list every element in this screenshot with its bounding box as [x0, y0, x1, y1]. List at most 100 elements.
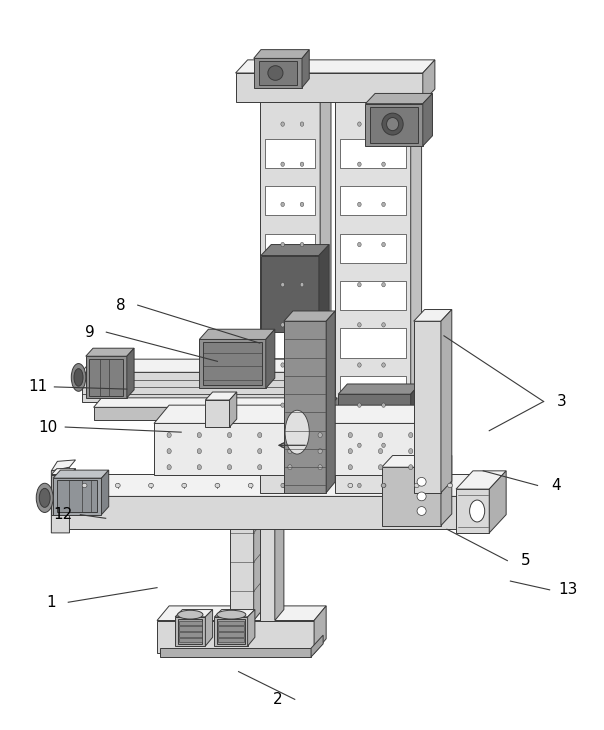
Polygon shape	[423, 60, 435, 102]
Text: 5: 5	[521, 553, 530, 568]
Polygon shape	[51, 469, 76, 475]
Polygon shape	[214, 617, 248, 646]
Polygon shape	[302, 50, 309, 88]
Text: 13: 13	[558, 583, 577, 597]
Ellipse shape	[382, 113, 403, 135]
Polygon shape	[441, 456, 452, 526]
Ellipse shape	[382, 363, 385, 367]
Polygon shape	[414, 310, 452, 321]
Ellipse shape	[182, 483, 187, 488]
Ellipse shape	[281, 202, 284, 207]
Polygon shape	[260, 493, 284, 504]
Ellipse shape	[358, 122, 361, 126]
Ellipse shape	[382, 162, 385, 166]
Ellipse shape	[227, 448, 232, 453]
Polygon shape	[335, 82, 422, 95]
Polygon shape	[320, 82, 331, 493]
Ellipse shape	[74, 369, 83, 386]
Ellipse shape	[281, 242, 284, 247]
Ellipse shape	[227, 432, 232, 437]
Polygon shape	[340, 139, 406, 168]
Ellipse shape	[281, 283, 284, 287]
Polygon shape	[86, 348, 134, 356]
Polygon shape	[275, 493, 284, 620]
Ellipse shape	[288, 464, 292, 470]
Ellipse shape	[115, 483, 120, 488]
Polygon shape	[284, 321, 326, 493]
Ellipse shape	[318, 464, 323, 470]
Polygon shape	[370, 107, 418, 143]
Ellipse shape	[358, 242, 361, 247]
Polygon shape	[214, 610, 255, 617]
Ellipse shape	[417, 492, 426, 501]
Ellipse shape	[470, 500, 485, 522]
Polygon shape	[340, 234, 406, 263]
Ellipse shape	[281, 483, 286, 488]
Ellipse shape	[268, 66, 283, 80]
Ellipse shape	[358, 283, 361, 287]
Polygon shape	[51, 496, 471, 529]
Ellipse shape	[378, 448, 383, 453]
Polygon shape	[217, 619, 245, 644]
Polygon shape	[157, 606, 326, 620]
Text: 11: 11	[28, 380, 47, 394]
Ellipse shape	[281, 403, 284, 407]
Polygon shape	[340, 186, 406, 215]
Ellipse shape	[358, 403, 361, 407]
Polygon shape	[260, 82, 331, 95]
Ellipse shape	[382, 323, 385, 327]
Ellipse shape	[417, 507, 426, 515]
Ellipse shape	[382, 283, 385, 287]
Text: 2: 2	[273, 692, 283, 707]
Ellipse shape	[217, 610, 246, 619]
Ellipse shape	[281, 323, 284, 327]
Ellipse shape	[167, 432, 172, 437]
Ellipse shape	[348, 448, 352, 453]
Ellipse shape	[378, 432, 383, 437]
Polygon shape	[335, 95, 411, 493]
Polygon shape	[157, 620, 314, 653]
Polygon shape	[340, 328, 406, 358]
Ellipse shape	[288, 448, 292, 453]
Ellipse shape	[36, 483, 53, 512]
Ellipse shape	[178, 610, 203, 619]
Ellipse shape	[408, 448, 413, 453]
Polygon shape	[314, 606, 326, 653]
Polygon shape	[154, 405, 450, 423]
Polygon shape	[311, 635, 323, 657]
Ellipse shape	[149, 483, 153, 488]
Ellipse shape	[417, 477, 426, 486]
Ellipse shape	[414, 483, 419, 488]
Polygon shape	[248, 610, 255, 646]
Text: 1: 1	[47, 595, 56, 610]
Polygon shape	[154, 423, 435, 474]
Ellipse shape	[300, 283, 304, 287]
Ellipse shape	[318, 448, 323, 453]
Ellipse shape	[257, 464, 262, 470]
Polygon shape	[51, 467, 69, 533]
Polygon shape	[203, 342, 262, 385]
Ellipse shape	[300, 483, 304, 488]
Polygon shape	[230, 504, 254, 620]
Polygon shape	[340, 376, 406, 405]
Ellipse shape	[348, 483, 353, 488]
Ellipse shape	[382, 242, 385, 247]
Polygon shape	[175, 617, 205, 646]
Polygon shape	[265, 423, 315, 453]
Polygon shape	[365, 104, 423, 146]
Polygon shape	[423, 93, 432, 146]
Ellipse shape	[300, 122, 304, 126]
Polygon shape	[127, 348, 134, 398]
Polygon shape	[51, 474, 489, 496]
Polygon shape	[218, 638, 244, 642]
Polygon shape	[259, 61, 297, 85]
Ellipse shape	[382, 403, 385, 407]
Polygon shape	[230, 493, 263, 504]
Ellipse shape	[448, 483, 452, 488]
Ellipse shape	[281, 443, 284, 447]
Polygon shape	[254, 493, 263, 620]
Polygon shape	[53, 478, 101, 515]
Ellipse shape	[197, 464, 202, 470]
Polygon shape	[236, 73, 423, 102]
Ellipse shape	[315, 483, 320, 488]
